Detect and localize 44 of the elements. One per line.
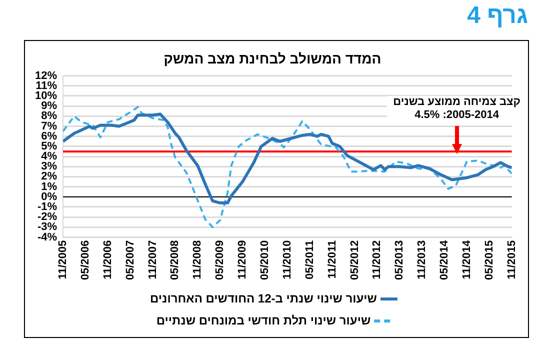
x-tick-label: 05/2008 <box>169 240 182 280</box>
y-tick-label: 0% <box>41 190 58 203</box>
legend-label: שיעור שינוי שנתי ב-12 החודשים האחרונים <box>150 291 378 306</box>
y-tick-label: 10% <box>34 90 58 102</box>
y-tick-label: 11% <box>36 80 58 92</box>
annotation: קצב צמיחה ממוצע בשנים 2005-2014: 4.5% <box>386 96 527 122</box>
x-tick-label: 05/2006 <box>79 240 92 280</box>
x-tick-label: 05/2015 <box>483 240 496 280</box>
legend-label: שיעור שינוי תלת חודשי במונחים שנתיים <box>156 313 371 328</box>
x-tick-label: 11/2014 <box>460 239 473 280</box>
y-tick-label: 6% <box>41 130 58 142</box>
x-tick-label: 11/2015 <box>506 240 518 280</box>
line-series <box>63 106 512 228</box>
y-tick-label: 3% <box>41 160 58 173</box>
y-tick-label: 8% <box>41 110 58 122</box>
x-tick-label: 05/2012 <box>348 240 361 280</box>
x-tick-label: 05/2007 <box>124 240 136 280</box>
x-tick-label: 05/2011 <box>304 240 316 280</box>
y-tick-label: -1% <box>37 201 58 213</box>
chart-title: המדד המשולב לבחינת מצב המשק <box>164 50 382 66</box>
y-tick-label: 1% <box>41 180 58 193</box>
x-tick-label: 11/2011 <box>326 240 338 279</box>
x-tick-label: 11/2005 <box>57 240 70 280</box>
x-tick-label: 11/2012 <box>371 240 384 280</box>
x-tick-label: 05/2013 <box>394 240 406 280</box>
y-tick-label: 4% <box>41 150 58 163</box>
y-tick-label: -2% <box>37 211 58 224</box>
x-tick-label: 11/2006 <box>102 240 114 280</box>
x-tick-label: 05/2009 <box>214 240 226 280</box>
x-tick-label: 11/2010 <box>281 240 294 280</box>
text: גרף 4 <box>467 2 528 30</box>
y-tick-label: 12% <box>34 70 58 82</box>
x-tick-label: 11/2008 <box>192 240 204 280</box>
x-tick-label: 05/2010 <box>259 240 271 280</box>
y-tick-label: -4% <box>37 231 58 244</box>
y-tick-label: 5% <box>41 140 58 152</box>
x-tick-label: 11/2007 <box>146 240 159 280</box>
x-tick-label: 11/2009 <box>236 240 249 280</box>
y-tick-label: 7% <box>41 120 58 132</box>
x-tick-label: 11/2013 <box>416 240 428 280</box>
x-tick-label: 05/2014 <box>438 239 451 280</box>
y-tick-label: 9% <box>41 100 58 112</box>
y-tick-label: -3% <box>37 221 58 234</box>
y-tick-label: 2% <box>41 170 58 183</box>
